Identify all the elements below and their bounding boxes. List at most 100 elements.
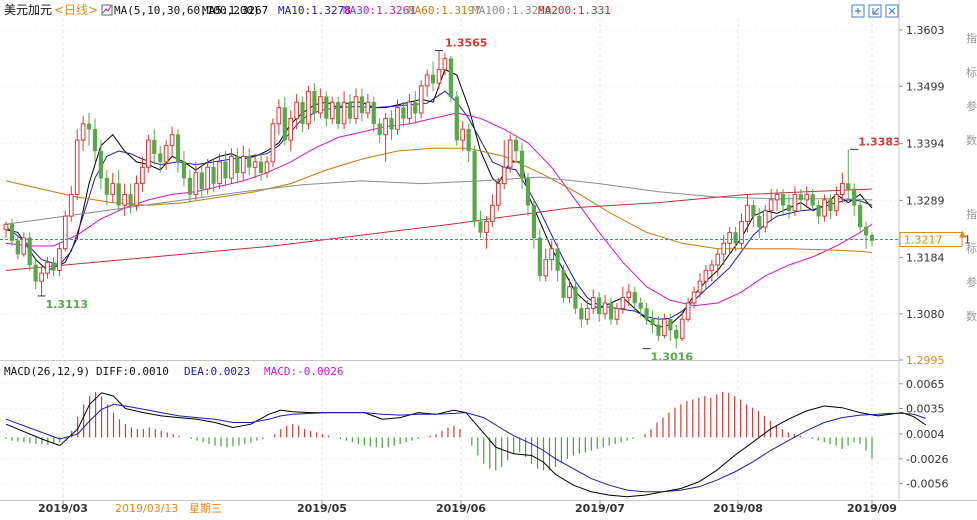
side-tab-char[interactable]: 参	[966, 99, 977, 113]
candle[interactable]	[466, 123, 471, 162]
candle[interactable]	[407, 94, 412, 124]
candle[interactable]	[792, 186, 798, 217]
candle[interactable]	[116, 170, 121, 211]
price-panel[interactable]: 1.3565 1.3383 1.3113 1.3016	[0, 18, 901, 364]
candle[interactable]	[668, 313, 673, 341]
candle[interactable]	[490, 194, 495, 227]
candle[interactable]	[514, 134, 519, 162]
restore-icon[interactable]	[868, 4, 882, 18]
candle[interactable]	[389, 110, 394, 141]
candle[interactable]	[555, 243, 560, 282]
candle[interactable]	[424, 69, 430, 97]
candle[interactable]	[282, 96, 287, 146]
candle[interactable]	[751, 199, 756, 227]
candle[interactable]	[329, 96, 335, 124]
candle[interactable]	[484, 216, 489, 249]
candle[interactable]	[626, 284, 632, 306]
candle[interactable]	[828, 194, 833, 219]
zoom-in-icon[interactable]	[851, 4, 865, 18]
candle[interactable]	[525, 172, 531, 217]
candle[interactable]	[359, 88, 364, 122]
candle[interactable]	[104, 170, 109, 206]
candle[interactable]	[644, 303, 649, 325]
candle[interactable]	[39, 267, 44, 296]
candle[interactable]	[276, 99, 282, 135]
candle[interactable]	[822, 194, 827, 222]
candle[interactable]	[383, 113, 388, 162]
side-tab-char[interactable]: 参	[966, 275, 977, 289]
candle[interactable]	[418, 80, 424, 119]
candle[interactable]	[507, 134, 513, 173]
candle[interactable]	[846, 149, 851, 200]
candle[interactable]	[685, 297, 691, 322]
candle[interactable]	[152, 129, 157, 165]
candle[interactable]	[98, 140, 103, 189]
candle[interactable]	[229, 148, 234, 184]
candle[interactable]	[270, 118, 276, 168]
candle[interactable]	[852, 183, 857, 217]
candle[interactable]	[721, 235, 727, 265]
candle[interactable]	[294, 94, 299, 130]
candle[interactable]	[336, 96, 341, 130]
candle[interactable]	[638, 297, 643, 317]
candle[interactable]	[531, 199, 536, 249]
candle[interactable]	[341, 91, 347, 130]
candle[interactable]	[217, 153, 222, 189]
candle[interactable]	[122, 183, 127, 217]
candle[interactable]	[264, 156, 270, 179]
candle[interactable]	[74, 129, 80, 200]
candle[interactable]	[442, 53, 448, 75]
candle[interactable]	[211, 159, 216, 192]
candle[interactable]	[448, 56, 453, 103]
candle[interactable]	[51, 256, 56, 276]
candle[interactable]	[495, 178, 501, 211]
candle[interactable]	[68, 186, 74, 222]
candle[interactable]	[187, 170, 192, 203]
candle[interactable]	[158, 145, 163, 173]
candle[interactable]	[579, 303, 584, 328]
candle[interactable]	[780, 189, 786, 217]
candle[interactable]	[858, 199, 863, 233]
toolbar[interactable]	[851, 4, 899, 18]
candle[interactable]	[650, 311, 655, 333]
candle[interactable]	[543, 248, 549, 282]
candle[interactable]	[519, 142, 525, 189]
candle[interactable]	[401, 102, 406, 127]
candle[interactable]	[590, 289, 596, 314]
candle[interactable]	[774, 189, 780, 211]
candle[interactable]	[656, 316, 661, 341]
candle[interactable]	[567, 278, 572, 303]
candle[interactable]	[632, 286, 637, 312]
side-tab-char[interactable]: 数	[966, 310, 977, 323]
candle[interactable]	[62, 210, 68, 252]
candle[interactable]	[413, 91, 418, 124]
candle[interactable]	[33, 259, 38, 290]
candlesticks[interactable]	[3, 50, 875, 349]
candle[interactable]	[27, 232, 32, 271]
candle[interactable]	[816, 199, 821, 225]
candle[interactable]	[573, 281, 578, 314]
candle[interactable]	[21, 232, 27, 257]
candle[interactable]	[92, 118, 98, 162]
candle[interactable]	[9, 218, 15, 246]
close-icon[interactable]	[885, 4, 899, 18]
candle[interactable]	[804, 186, 810, 208]
candle[interactable]	[252, 153, 258, 179]
candle[interactable]	[597, 292, 602, 322]
candle[interactable]	[86, 113, 92, 146]
macd-panel[interactable]: 0.0065 0.0035 0.0004 -0.0026 -0.0056	[0, 368, 948, 500]
side-tab-char[interactable]: 指	[966, 31, 977, 45]
candle[interactable]	[602, 294, 608, 320]
candle[interactable]	[140, 156, 145, 192]
candle[interactable]	[620, 286, 626, 314]
candle[interactable]	[697, 273, 703, 298]
candle[interactable]	[240, 145, 246, 181]
candle[interactable]	[786, 194, 792, 219]
candle[interactable]	[863, 221, 869, 249]
candle[interactable]	[377, 118, 382, 143]
candle[interactable]	[757, 208, 762, 238]
candle[interactable]	[472, 145, 477, 227]
candle[interactable]	[614, 303, 620, 325]
